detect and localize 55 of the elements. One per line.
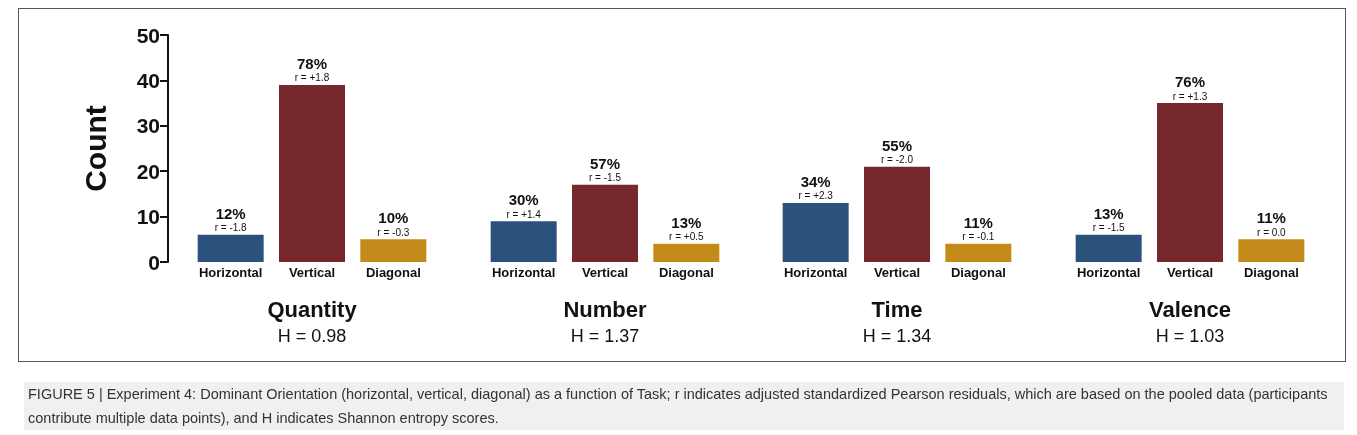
annotation: 11%	[1256, 209, 1286, 227]
annotation: 30%	[508, 191, 539, 209]
x-axis-title: Quantity	[267, 296, 358, 322]
annotation: 13%	[671, 213, 702, 231]
annotation: r = -0.1	[962, 231, 995, 243]
x-tick-label: Vertical	[581, 265, 629, 280]
annotation: r = +1.3	[1172, 90, 1208, 102]
x-axis-title: Number	[563, 296, 647, 322]
annotation: r = -0.3	[377, 226, 410, 238]
annotation: r = +0.5	[669, 231, 705, 243]
annotation: r = -1.8	[214, 222, 248, 234]
x-tick-label: Diagonal	[658, 265, 714, 280]
text: H = 1.37	[570, 326, 640, 346]
annotation: r = +1.8	[294, 72, 330, 84]
x-tick-label: Diagonal	[365, 265, 421, 280]
annotation: 12%	[215, 204, 246, 222]
y-tick-label: 40	[136, 68, 160, 92]
x-axis-title: Valence	[1149, 296, 1231, 322]
y-tick-label: 50	[136, 23, 160, 47]
x-tick-label: Horizontal	[783, 265, 848, 280]
y-tick-label: 0	[148, 250, 160, 274]
y-tick-label: 20	[136, 159, 160, 183]
text: H = 1.03	[1155, 326, 1225, 346]
y-tick-label: 10	[136, 205, 160, 229]
annotation: 55%	[881, 136, 913, 154]
annotation: 34%	[800, 172, 831, 190]
annotation: r = 0.0	[1257, 226, 1287, 238]
x-tick-label: Vertical	[873, 265, 921, 280]
x-tick-label: Horizontal	[491, 265, 556, 280]
annotation: r = -1.5	[589, 172, 622, 184]
text: H = 0.98	[277, 326, 347, 346]
annotation: 76%	[1174, 73, 1206, 91]
x-axis-title: Time	[871, 296, 923, 322]
x-tick-label: Horizontal	[1076, 265, 1141, 280]
caption: FIGURE 5 | Experiment 4: Dominant Orientation (horizontal, vertical, diagonal) as a function of Task; r indicates adjusted standardized Pearson residuals, which are based on the pooled data (participants contribute multiple data points), and H indicates Shannon entropy scores.	[24, 382, 1344, 430]
annotation: r = +1.4	[506, 208, 542, 220]
x-tick-label: Vertical	[288, 265, 336, 280]
y-tick-label: 30	[136, 114, 160, 138]
annotation: r = -1.5	[1092, 222, 1126, 234]
x-tick-label: Diagonal	[950, 265, 1006, 280]
annotation: 11%	[963, 213, 993, 231]
x-tick-label: Vertical	[1166, 265, 1214, 280]
text: H = 1.34	[862, 326, 932, 346]
x-tick-label: Horizontal	[198, 265, 263, 280]
annotation: 10%	[378, 209, 409, 227]
bar	[279, 84, 345, 262]
bar	[197, 234, 264, 262]
annotation: r = +2.3	[798, 190, 834, 202]
annotation: 78%	[296, 54, 328, 72]
x-tick-label: Diagonal	[1243, 265, 1299, 280]
y-axis-title: Count	[78, 105, 112, 192]
bar	[360, 239, 427, 262]
annotation: 57%	[589, 154, 621, 172]
annotation: r = -2.0	[881, 154, 914, 166]
annotation: 13%	[1093, 204, 1124, 222]
